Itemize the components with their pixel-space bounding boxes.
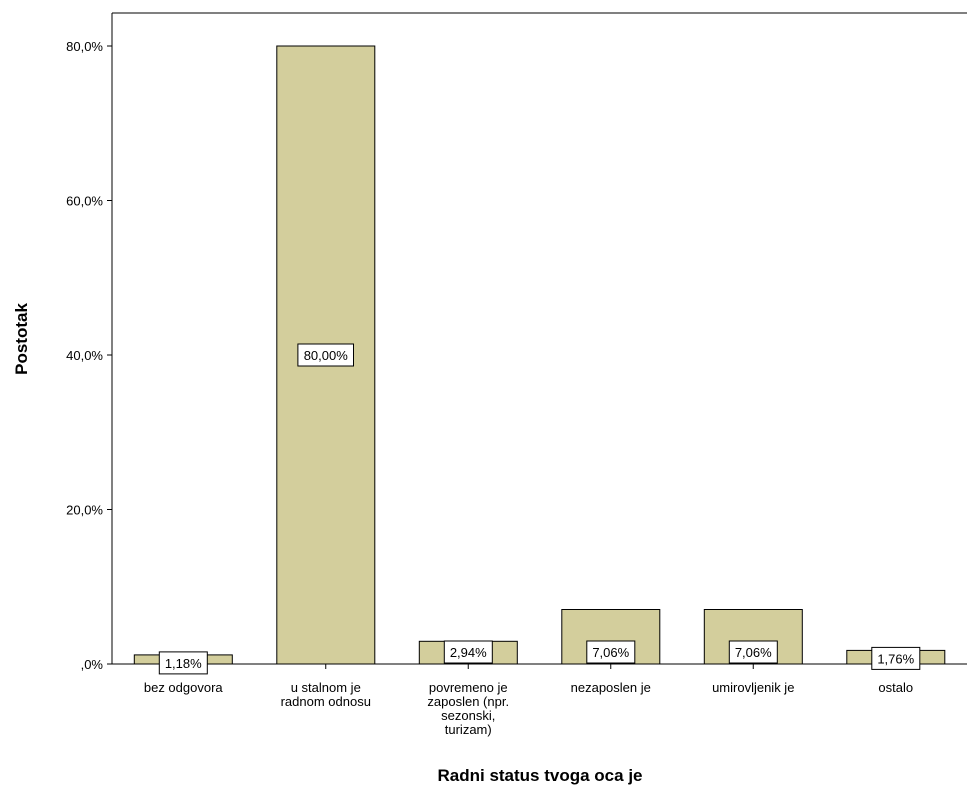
- x-tick-label-4: umirovljenik je: [712, 680, 794, 695]
- y-tick-label-2: 40,0%: [66, 348, 103, 363]
- data-label-5: 1,76%: [871, 646, 921, 670]
- data-label-text-0: 1,18%: [165, 656, 202, 671]
- x-axis-title: Radni status tvoga oca je: [438, 766, 643, 785]
- data-label-box-2: [443, 640, 493, 664]
- y-tick-label-3: 60,0%: [66, 194, 103, 209]
- data-label-2: 2,94%: [443, 640, 493, 664]
- data-label-box-5: [871, 646, 921, 670]
- data-label-3: 7,06%: [586, 640, 636, 664]
- data-label-4: 7,06%: [728, 640, 778, 664]
- data-label-text-3: 7,06%: [592, 645, 629, 660]
- data-label-text-4: 7,06%: [735, 645, 772, 660]
- data-label-box-0: [158, 651, 208, 675]
- data-label-1: 80,00%: [297, 343, 354, 367]
- x-tick-label-5: ostalo: [878, 680, 913, 695]
- data-label-0: 1,18%: [158, 651, 208, 675]
- y-tick-label-0: ,0%: [81, 657, 104, 672]
- data-label-text-5: 1,76%: [877, 651, 914, 666]
- x-tick-label-3: nezaposlen je: [571, 680, 651, 695]
- y-axis-title: Postotak: [12, 303, 31, 375]
- data-label-text-1: 80,00%: [304, 348, 349, 363]
- data-label-box-3: [586, 640, 636, 664]
- x-tick-label-1: u stalnom je radnom odnosu: [281, 680, 371, 709]
- x-tick-label-2: povremeno je zaposlen (npr. sezonski, turiz…: [427, 680, 509, 737]
- y-tick-label-4: 80,0%: [66, 39, 103, 54]
- data-label-box-4: [728, 640, 778, 664]
- y-tick-label-1: 20,0%: [66, 503, 103, 518]
- data-label-text-2: 2,94%: [450, 645, 487, 660]
- data-label-box-1: [297, 343, 354, 367]
- x-tick-label-0: bez odgovora: [144, 680, 224, 695]
